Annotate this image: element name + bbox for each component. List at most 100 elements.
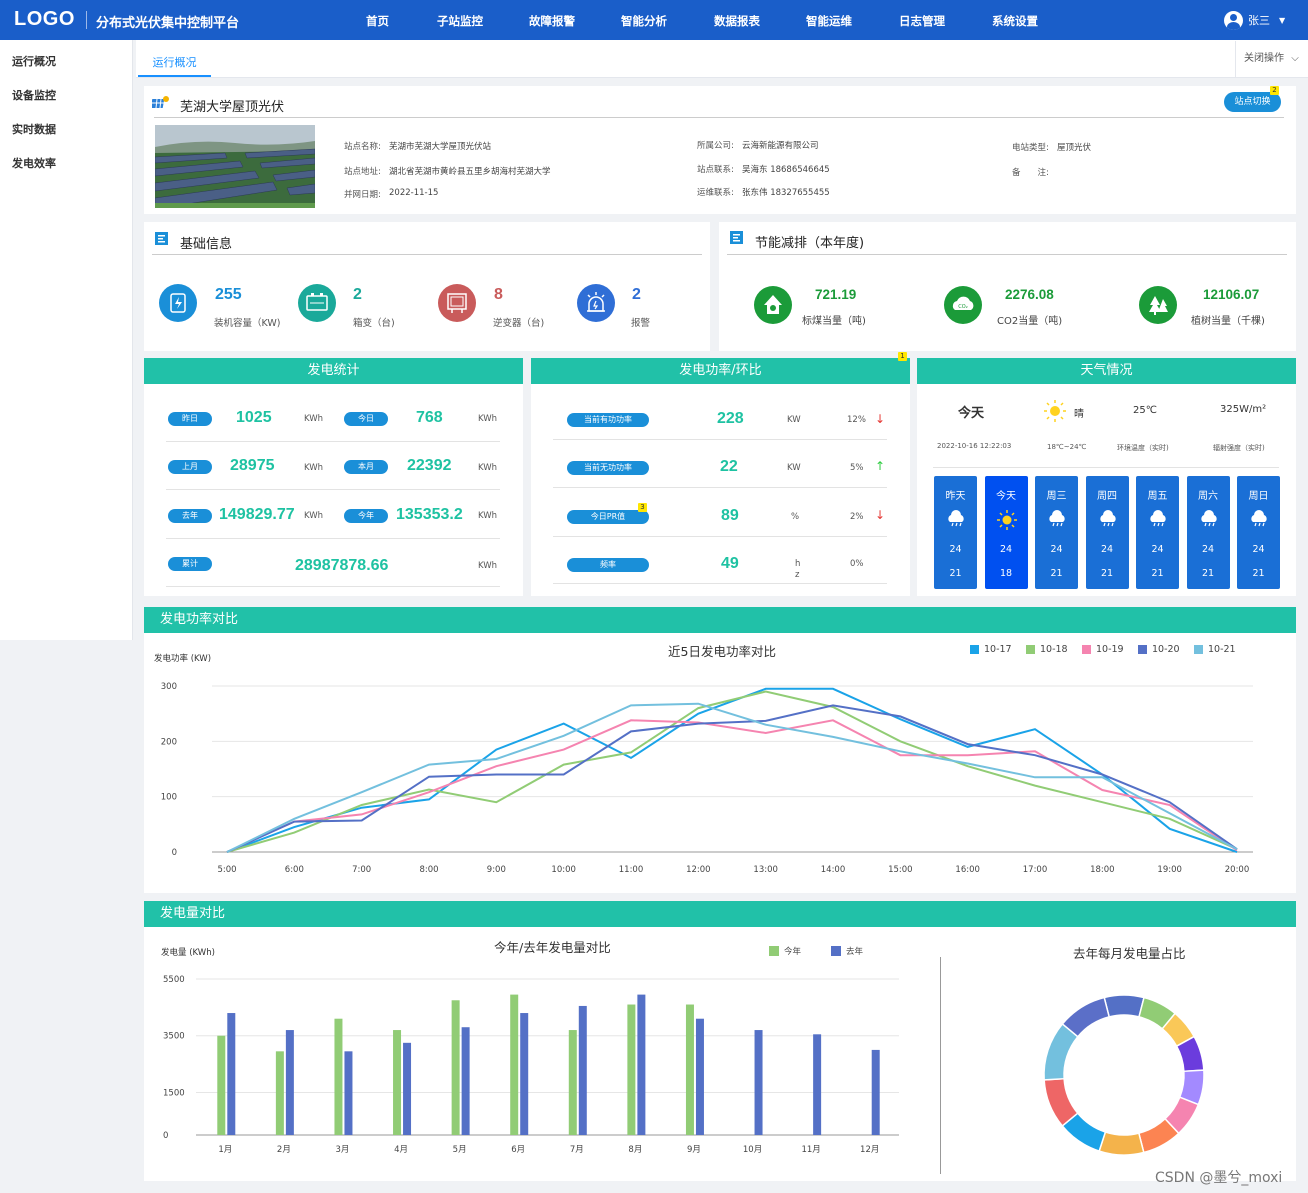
- legend-label: 10-19: [1096, 644, 1124, 655]
- svg-text:CO₂: CO₂: [958, 304, 967, 310]
- nav-reports[interactable]: 数据报表: [714, 14, 760, 28]
- nav-analysis[interactable]: 智能分析: [621, 14, 667, 28]
- inverter-icon: [438, 284, 476, 322]
- stat-value-lastmonth: 28975: [230, 457, 275, 474]
- ratio-pct: 5%: [850, 463, 864, 473]
- cloud-rain-icon: [1047, 510, 1067, 528]
- x-tick-label: 7:00: [352, 865, 371, 875]
- energy-compare-title: 发电量对比: [144, 901, 1296, 927]
- weather-title: 天气情况: [917, 358, 1296, 384]
- forecast-day: 周四 24 21: [1085, 476, 1129, 589]
- stat-value-yesterday: 1025: [236, 409, 272, 426]
- stat-unit: KWh: [304, 463, 324, 473]
- forecast-day-name: 周六: [1198, 491, 1218, 502]
- close-ops-dropdown[interactable]: 关闭操作 ⌵: [1235, 41, 1307, 77]
- eco-title: 节能减排（本年度): [755, 236, 865, 251]
- stat-unit: KWh: [478, 561, 498, 571]
- bar: [285, 1030, 294, 1135]
- tree-label: 植树当量（千棵): [1191, 316, 1265, 327]
- bar: [217, 1035, 226, 1135]
- stat-value-thisyear: 135353.2: [396, 506, 463, 523]
- x-tick-label: 2月: [277, 1145, 291, 1155]
- co2-icon: CO₂: [944, 286, 982, 324]
- stat-pill-thismonth: 本月: [344, 460, 388, 474]
- bar: [275, 1051, 284, 1135]
- power-compare-panel: 发电功率对比 近5日发电功率对比 发电功率 (KW) 10-17 10-18 10-…: [144, 607, 1296, 893]
- legend-label: 10-17: [984, 644, 1012, 655]
- nav-substation[interactable]: 子站监控: [437, 14, 483, 28]
- transformer-label: 箱变（台): [353, 318, 395, 329]
- sun-icon: [1044, 400, 1066, 422]
- x-tick-label: 8:00: [419, 865, 438, 875]
- forecast-day: 周日 24 21: [1237, 476, 1280, 589]
- stat-unit: KWh: [478, 463, 498, 473]
- stat-pill-lastmonth: 上月: [168, 460, 212, 474]
- nav-logs[interactable]: 日志管理: [899, 14, 945, 28]
- forecast-day-name: 周四: [1097, 491, 1117, 502]
- cloud-rain-icon: [1098, 510, 1118, 528]
- field-label-note: 备 注:: [1012, 168, 1049, 178]
- weather-irradiance: 325W/m²: [1220, 404, 1267, 415]
- stat-value-total: 28987878.66: [295, 557, 389, 574]
- station-switch-button[interactable]: 站点切换: [1224, 92, 1281, 112]
- legend-item[interactable]: 10-18: [1026, 644, 1068, 655]
- legend-item[interactable]: 10-17: [970, 644, 1012, 655]
- ratio-pill-reactive: 当前无功功率: [567, 461, 649, 475]
- field-value-address: 湖北省芜湖市黄岭县五里乡胡海村芜湖大学: [389, 167, 551, 177]
- sidebar-item-overview[interactable]: 运行概况: [12, 55, 56, 68]
- forecast-day: 周三 24 21: [1035, 476, 1078, 589]
- cloud-rain-icon: [1148, 510, 1168, 528]
- field-value-contact: 吴海东 18686546645: [742, 165, 830, 175]
- pie-chart: [1043, 994, 1205, 1156]
- pr-badge: 3: [638, 503, 647, 512]
- logo[interactable]: LOGO: [14, 8, 75, 30]
- user-menu[interactable]: 张三 ▼: [1224, 9, 1285, 31]
- weather-irr-label: 辐射强度（实时): [1213, 444, 1265, 452]
- pie-slice: [1103, 994, 1145, 1018]
- cloud-rain-icon: [946, 510, 966, 528]
- forecast-high: 24: [999, 544, 1013, 555]
- y-tick-label: 200: [161, 737, 177, 747]
- nav-maintenance[interactable]: 智能运维: [806, 14, 852, 28]
- legend-item[interactable]: 今年: [769, 945, 801, 957]
- sidebar-item-device[interactable]: 设备监控: [12, 89, 56, 102]
- forecast-low: 21: [1151, 568, 1164, 579]
- legend-swatch: [831, 946, 841, 956]
- capacity-value: 255: [215, 286, 242, 303]
- legend-item[interactable]: 10-20: [1138, 644, 1180, 655]
- ratio-value-freq: 49: [721, 555, 739, 572]
- station-photo: [155, 125, 315, 208]
- power-ratio-panel: 发电功率/环比 1 当前有功功率 228 KW 12% ↓ 当前无功功率 22 …: [531, 352, 910, 596]
- x-tick-label: 10:00: [551, 865, 576, 875]
- stat-unit: KWh: [304, 414, 324, 424]
- forecast-high: 24: [1100, 544, 1114, 555]
- ratio-value-pr: 89: [721, 507, 739, 524]
- top-bar: LOGO 分布式光伏集中控制平台 首页 子站监控 故障报警 智能分析 数据报表 …: [0, 0, 1308, 40]
- forecast-day: 周六 24 21: [1186, 476, 1230, 589]
- avatar: [1224, 10, 1243, 30]
- nav-alarm[interactable]: 故障报警: [529, 14, 575, 28]
- tab-overview[interactable]: 运行概况: [138, 50, 211, 77]
- legend-item[interactable]: 去年: [831, 945, 863, 957]
- legend-item[interactable]: 10-19: [1082, 644, 1124, 655]
- bar: [510, 994, 519, 1135]
- x-tick-label: 12:00: [686, 865, 711, 875]
- sidebar-item-realtime[interactable]: 实时数据: [12, 123, 56, 136]
- legend-item[interactable]: 10-21: [1194, 644, 1236, 655]
- caret-down-icon: ▼: [1279, 15, 1286, 25]
- forecast-low: 21: [1252, 568, 1265, 579]
- switch-badge: 2: [1270, 86, 1279, 95]
- nav-home[interactable]: 首页: [366, 14, 389, 28]
- alarm-value: 2: [632, 286, 641, 303]
- co2-value: 2276.08: [1005, 287, 1054, 302]
- sidebar-item-efficiency[interactable]: 发电效率: [12, 157, 56, 170]
- line-chart-ylabel: 发电功率 (KW): [154, 654, 212, 664]
- stat-pill-lastyear: 去年: [168, 509, 212, 523]
- legend-swatch: [1194, 645, 1203, 654]
- x-tick-label: 17:00: [1023, 865, 1048, 875]
- watermark: CSDN @墨兮_moxi: [1155, 1170, 1283, 1186]
- chevron-down-icon: ⌵: [1291, 53, 1299, 64]
- x-tick-label: 14:00: [821, 865, 846, 875]
- ratio-unit: h z: [795, 559, 801, 580]
- nav-settings[interactable]: 系统设置: [992, 14, 1038, 28]
